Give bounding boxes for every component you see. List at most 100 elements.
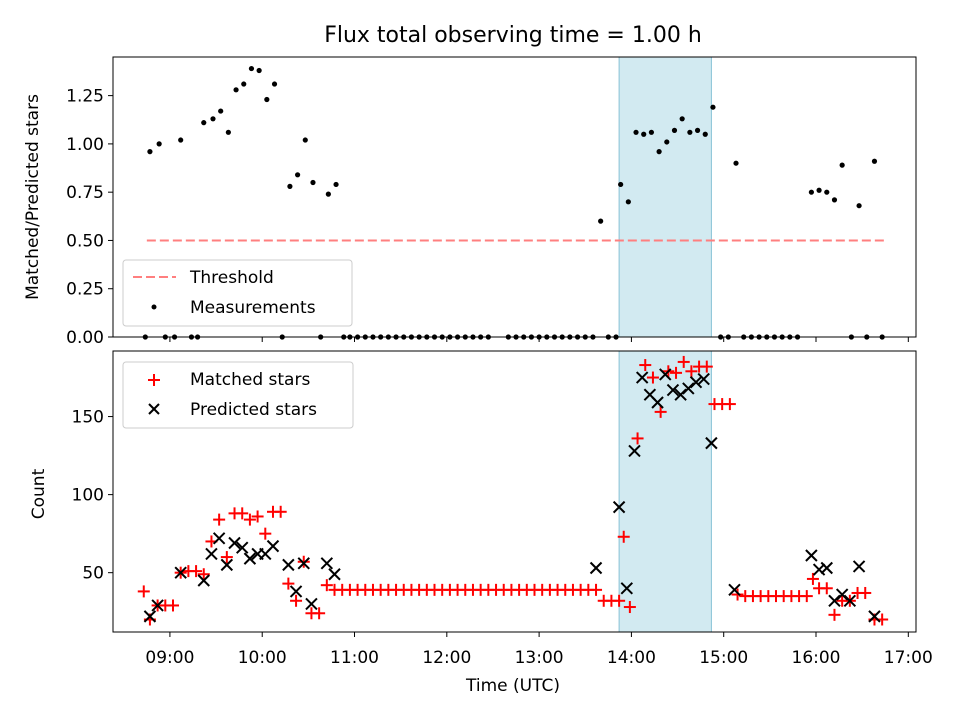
predicted-star-point: [305, 597, 318, 611]
predicted-star-marker: [651, 396, 664, 409]
measurement-point: [831, 197, 838, 203]
measurement-point: [256, 67, 262, 74]
matched-star-point: [639, 359, 652, 372]
matched-star-point: [859, 586, 872, 599]
bottom-axes: 50 100 150 09:00 10:00 11:00 12:00 13:00 14:00 15…: [72, 408, 933, 668]
predicted-star-marker: [705, 436, 718, 450]
predicted-star-point: [612, 500, 626, 514]
predicted-star-marker: [289, 585, 303, 598]
measurement-point: [710, 104, 716, 110]
measurement-point: [633, 129, 639, 135]
bottom-marks: [137, 355, 889, 626]
predicted-star-point: [236, 541, 249, 554]
predicted-star-marker: [282, 558, 295, 572]
predicted-star-point: [228, 536, 241, 550]
matched-star-point: [800, 590, 813, 603]
predicted-star-marker: [659, 368, 672, 381]
measurement-point: [687, 129, 693, 135]
bottom-legend: Matched stars Predicted stars: [122, 361, 354, 429]
measurement-point: [264, 96, 270, 103]
matched-star-point: [313, 607, 326, 620]
x-axis-label: Time (UTC): [465, 676, 560, 696]
measurement-point: [641, 131, 647, 137]
predicted-star-point: [589, 561, 603, 575]
measurement-point: [648, 129, 655, 135]
measurement-point: [839, 162, 845, 168]
predicted-star-marker: [628, 444, 641, 458]
y-tick-label: 150: [72, 408, 104, 428]
measurement-point: [225, 129, 231, 135]
highlight-span: [618, 56, 712, 338]
predicted-star-marker: [205, 547, 218, 561]
predicted-star-marker: [228, 536, 241, 550]
y-tick-label: 1.25: [66, 87, 104, 107]
predicted-star-marker: [805, 549, 818, 562]
matched-star-point: [166, 599, 179, 612]
predicted-star-marker: [689, 376, 703, 389]
matched-star-point: [631, 432, 644, 445]
predicted-star-marker: [812, 563, 826, 576]
measurement-point: [147, 149, 153, 155]
top-axes-frame: [112, 56, 917, 338]
predicted-star-point: [843, 594, 857, 607]
legend-measurements-swatch: [151, 304, 157, 310]
predicted-star-point: [282, 558, 295, 572]
predicted-star-point: [805, 549, 818, 562]
measurement-point: [294, 172, 301, 178]
x-tick-label: 09:00: [145, 648, 194, 668]
predicted-star-point: [868, 610, 881, 623]
predicted-star-marker: [212, 532, 226, 545]
bottom-panel: 50 100 150 09:00 10:00 11:00 12:00 13:00 14:00 15…: [29, 350, 933, 696]
matched-star-point: [190, 565, 203, 578]
y-tick-label: 100: [72, 486, 104, 506]
predicted-star-point: [297, 557, 310, 570]
predicted-star-point: [689, 376, 703, 389]
matched-star-point: [320, 579, 333, 592]
y-tick-label: 0.25: [66, 280, 104, 300]
predicted-star-marker: [243, 552, 257, 565]
predicted-star-point: [320, 557, 334, 570]
x-tick-label: 11:00: [330, 648, 379, 668]
predicted-star-marker: [728, 583, 741, 597]
predicted-star-marker: [635, 371, 649, 384]
predicted-star-marker: [820, 561, 833, 575]
measurement-point: [218, 108, 224, 114]
legend-threshold-label: Threshold: [189, 268, 274, 288]
matched-star-point: [259, 527, 272, 540]
measurement-point: [233, 87, 239, 93]
x-tick-label: 14:00: [607, 648, 656, 668]
matched-star-point: [243, 513, 256, 526]
y-tick-label: 0.75: [66, 183, 104, 203]
matched-star-point: [213, 513, 226, 526]
matched-star-point: [806, 572, 819, 585]
y-tick-label: 0.00: [66, 328, 104, 348]
measurement-point: [664, 139, 670, 145]
y-tick-label: 0.50: [66, 231, 104, 251]
matched-star-point: [220, 551, 233, 564]
predicted-star-point: [220, 558, 234, 572]
x-tick-label: 13:00: [515, 648, 564, 668]
highlight-span-bottom: [618, 350, 712, 633]
predicted-star-marker: [143, 610, 157, 623]
predicted-star-point: [674, 388, 687, 401]
measurement-point: [694, 127, 701, 133]
top-legend: Threshold Measurements: [122, 259, 353, 327]
legend-matched-swatch: [148, 374, 160, 386]
measurement-point: [178, 137, 184, 143]
matched-star-point: [274, 505, 287, 518]
predicted-star-point: [151, 599, 164, 612]
measurement-point: [287, 183, 293, 189]
highlight-span: [618, 350, 712, 633]
matched-star-point: [236, 507, 249, 520]
predicted-star-marker: [697, 372, 710, 386]
predicted-star-marker: [612, 500, 626, 514]
legend-measurements-label: Measurements: [190, 298, 316, 318]
measurement-point: [302, 137, 308, 143]
measurement-point: [824, 189, 830, 195]
measurement-point: [310, 179, 316, 186]
predicted-star-point: [328, 568, 341, 581]
predicted-star-point: [143, 610, 157, 623]
measurement-point: [671, 127, 678, 133]
legend-predicted-label: Predicted stars: [190, 400, 317, 420]
